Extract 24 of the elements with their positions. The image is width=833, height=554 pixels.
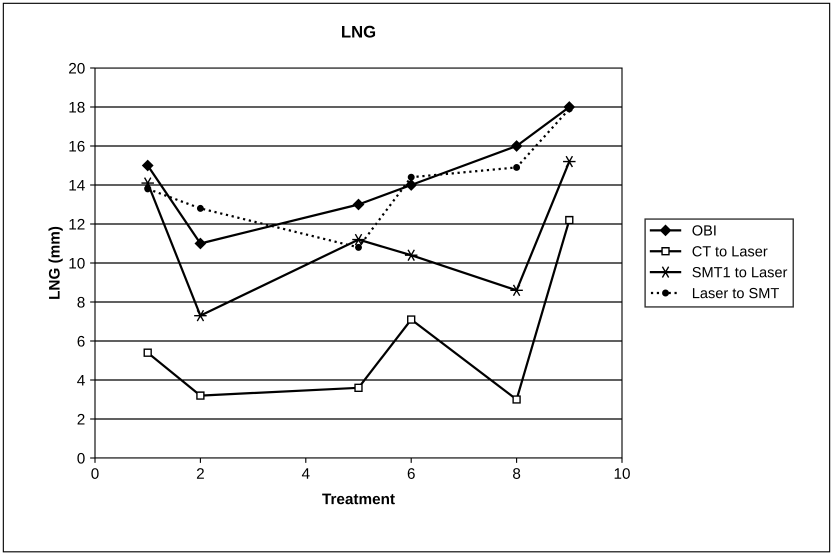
x-tick-label: 2 xyxy=(196,468,204,479)
y-tick-label: 18 xyxy=(69,102,85,113)
y-tick-label: 0 xyxy=(77,452,85,464)
x-tick-label: 10 xyxy=(614,468,630,479)
legend-label: OBI xyxy=(692,225,716,236)
legend-label: Laser to SMT xyxy=(692,288,779,298)
chart-title: LNG xyxy=(342,26,376,38)
y-tick-label: 12 xyxy=(69,218,85,230)
x-tick-label: 0 xyxy=(91,468,99,479)
y-tick-label: 6 xyxy=(78,336,85,347)
y-tick-label: 2 xyxy=(78,414,85,425)
y-axis-title: LNG (mm) xyxy=(48,226,63,299)
legend-label: CT to Laser xyxy=(692,246,768,256)
x-tick-label: 4 xyxy=(302,468,310,479)
y-tick-label: 10 xyxy=(69,258,85,269)
x-tick-label: 8 xyxy=(513,468,520,479)
y-tick-label: 14 xyxy=(69,180,85,191)
y-tick-label: 8 xyxy=(77,296,85,308)
y-tick-label: 20 xyxy=(69,62,85,74)
legend-label: SMT1 to Laser xyxy=(692,267,788,278)
y-tick-label: 4 xyxy=(77,375,85,386)
x-tick-label: 6 xyxy=(408,468,415,479)
x-axis-title: Treatment xyxy=(322,494,395,504)
y-tick-label: 16 xyxy=(69,140,85,152)
